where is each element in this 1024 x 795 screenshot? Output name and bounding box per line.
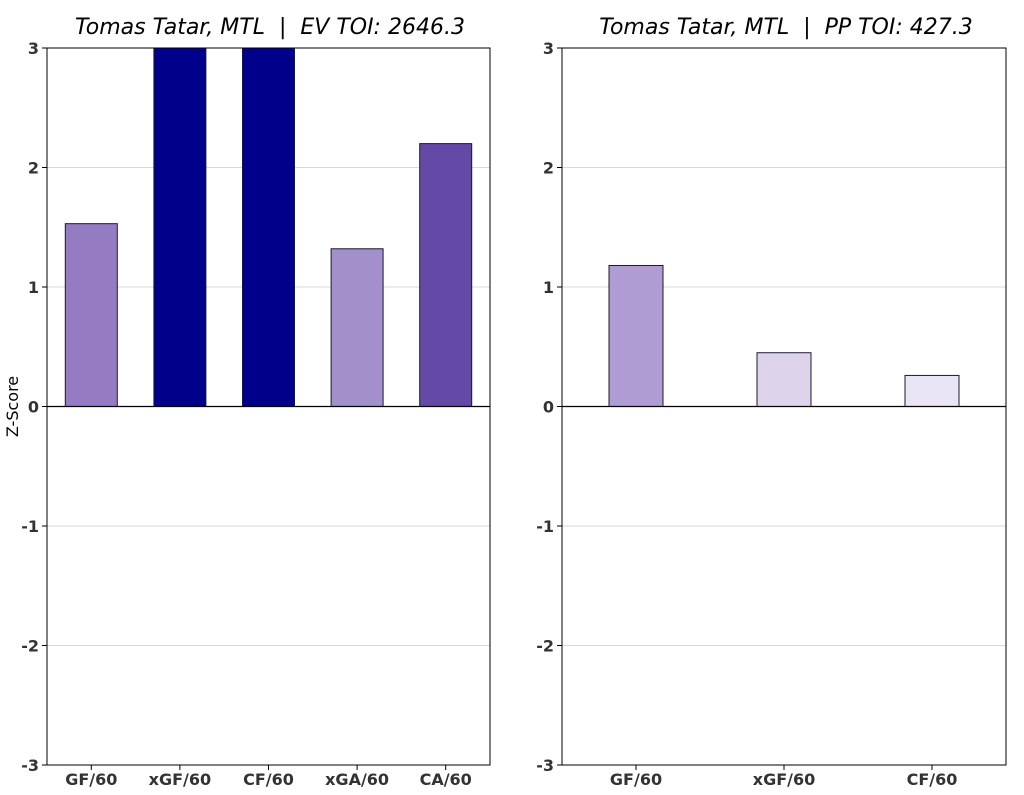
y-tick-label: 3 xyxy=(28,39,39,58)
bar-ca-60 xyxy=(419,143,473,407)
x-tick-label: xGF/60 xyxy=(149,770,212,789)
y-tick-label: -2 xyxy=(21,637,39,656)
bar-xgf-60 xyxy=(153,47,207,407)
y-tick-label: 0 xyxy=(543,398,554,417)
y-tick-label: -2 xyxy=(536,637,554,656)
y-tick-label: -1 xyxy=(536,517,554,536)
x-tick-label: GF/60 xyxy=(65,770,117,789)
y-tick-label: 1 xyxy=(543,278,554,297)
chart-title: Tomas Tatar, MTL | PP TOI: 427.3 xyxy=(599,15,973,40)
chart-title: Tomas Tatar, MTL | EV TOI: 2646.3 xyxy=(75,15,465,40)
x-tick-label: GF/60 xyxy=(610,770,662,789)
bar-cf-60 xyxy=(904,374,960,407)
y-tick-label: -3 xyxy=(536,756,554,775)
y-tick-label: -1 xyxy=(21,517,39,536)
chart-panel-2: GF/60 xGF/60 CF/60 -3 -2 -1 0 1 2 3 Tomas Tatar, M… xyxy=(536,15,1007,789)
x-tick-label: CF/60 xyxy=(243,770,294,789)
x-tick-label: xGF/60 xyxy=(753,770,816,789)
y-axis-label: Z-Score xyxy=(3,376,22,437)
x-tick-label: CA/60 xyxy=(420,770,472,789)
y-tick-label: 1 xyxy=(28,278,39,297)
bar-xgf-60 xyxy=(756,352,812,408)
y-tick-label: 0 xyxy=(28,398,39,417)
bar-gf-60 xyxy=(64,223,118,407)
bar-gf-60 xyxy=(608,264,664,407)
bar-cf-60 xyxy=(242,47,295,407)
x-tick-label: xGA/60 xyxy=(325,770,389,789)
y-tick-label: -3 xyxy=(21,756,39,775)
x-tick-label: CF/60 xyxy=(907,770,958,789)
bar-xga-60 xyxy=(330,248,384,407)
y-tick-label: 3 xyxy=(543,39,554,58)
y-tick-label: 2 xyxy=(28,159,39,178)
chart-panel-1: GF/60 xGF/60 CF/60 xGA/60 CA/60 -3 -2 -1 0 1 2 3 Tom… xyxy=(3,15,491,789)
y-tick-label: 2 xyxy=(543,159,554,178)
